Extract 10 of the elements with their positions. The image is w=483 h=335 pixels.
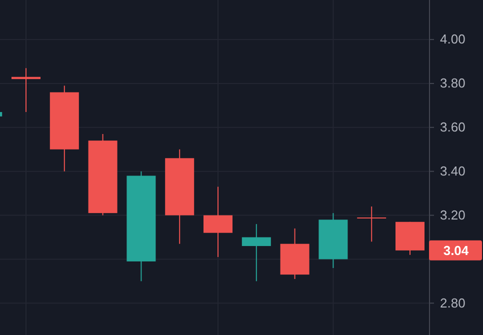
y-tick-label: 3.20 [440, 207, 466, 222]
candlestick [12, 68, 40, 113]
y-tick-label: 4.00 [440, 32, 466, 47]
candlestick [357, 206, 386, 242]
y-tick-label: 2.80 [440, 295, 466, 310]
y-tick-label: 3.80 [440, 76, 466, 91]
y-tick-label: 3.60 [440, 120, 466, 135]
candlestick [242, 224, 271, 282]
y-tick-label: 3.40 [440, 164, 466, 179]
text: 3.04 [443, 242, 470, 258]
